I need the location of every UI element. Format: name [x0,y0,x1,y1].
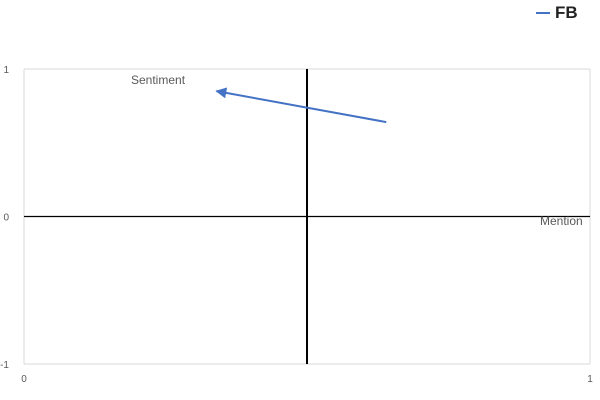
axes [24,69,590,364]
series-lines [215,87,387,124]
tick-labels: -1 0 1 0 1 [0,65,593,385]
x-tick-label-0: 0 [21,374,27,385]
y-axis-title: Sentiment [131,73,186,87]
y-tick-label-1: 1 [3,65,9,76]
legend-swatch-fb [536,12,550,14]
y-tick-label--1: -1 [0,360,9,371]
legend-label-fb: FB [555,3,578,22]
legend: FB [536,3,578,23]
x-tick-label-1: 1 [587,374,593,385]
y-tick-label-0: 0 [3,213,9,224]
series-line-fb [215,87,387,124]
x-axis-title: Mention [540,214,583,228]
